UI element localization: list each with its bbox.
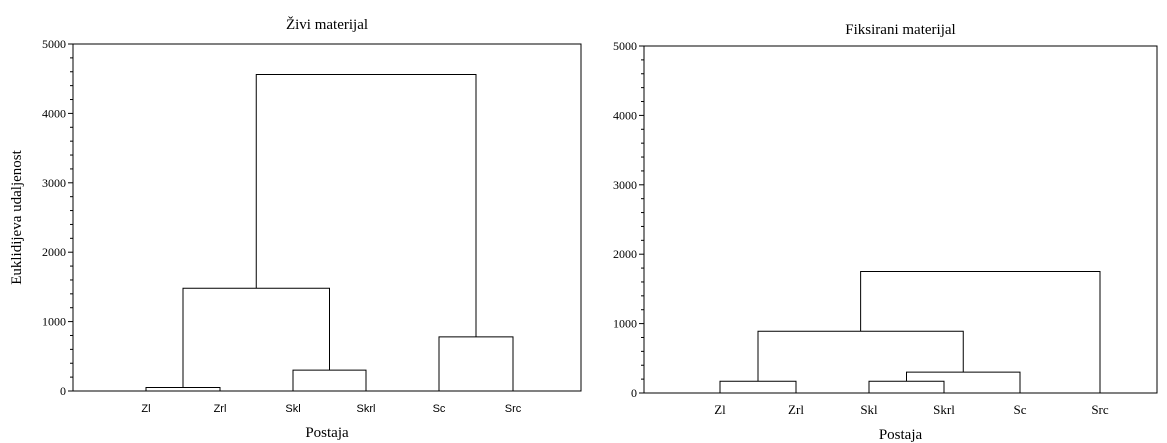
dendrogram-link [860, 271, 1101, 393]
plot-frame [643, 45, 1158, 394]
dendrogram-link [255, 74, 477, 337]
dendrogram-link [757, 330, 964, 382]
y-tick-label: 3000 [42, 176, 66, 190]
y-axis-label: Euklidijeva udaljenost [9, 149, 25, 284]
dendrogram-link [145, 387, 221, 391]
x-tick-label: Skrl [933, 402, 955, 417]
x-tick-label: Sc [1014, 402, 1027, 417]
y-tick-label: 5000 [613, 39, 637, 53]
x-tick-label: Skrl [357, 403, 376, 415]
y-tick-label: 4000 [613, 108, 637, 122]
y-tick-label: 1000 [42, 315, 66, 329]
y-tick-label: 3000 [613, 178, 637, 192]
y-tick-label: 2000 [613, 247, 637, 261]
x-tick-label: Skl [285, 403, 300, 415]
dendrogram-link [182, 287, 330, 388]
y-tick-label: 5000 [42, 37, 66, 51]
y-tick-label: 0 [631, 386, 637, 400]
y-tick-label: 0 [60, 384, 66, 398]
x-axis-label: Postaja [879, 427, 923, 443]
y-tick-label: 2000 [42, 245, 66, 259]
x-tick-label: Skl [860, 402, 878, 417]
chart-panel-2: 0 1000 2000 3000 4000 5000 Zl Zrl Skl Skrl Sc Src Fi… [613, 22, 1158, 443]
x-tick-label: Sc [433, 403, 446, 415]
x-axis-label: Postaja [305, 425, 349, 441]
y-tick-label: 4000 [42, 106, 66, 120]
dendrogram-link [868, 380, 945, 393]
dendrogram-link [719, 380, 797, 393]
dendrogram-link [906, 371, 1021, 393]
chart-title: Živi materijal [286, 16, 368, 33]
chart-panel-1: 0 1000 2000 3000 4000 5000 Zl Zrl Skl Skrl Sc Src Ži… [9, 16, 582, 441]
chart-title: Fiksirani materijal [845, 22, 955, 38]
dendrogram-link [438, 336, 514, 391]
y-tick-label: 1000 [613, 317, 637, 331]
x-tick-label: Zrl [788, 402, 804, 417]
x-tick-label: Zl [714, 402, 726, 417]
x-tick-label: Src [1091, 402, 1109, 417]
x-tick-label: Src [505, 403, 522, 415]
dendrogram-link [292, 369, 367, 391]
x-tick-label: Zrl [214, 403, 227, 415]
x-tick-label: Zl [141, 403, 150, 415]
plot-frame [72, 43, 582, 392]
